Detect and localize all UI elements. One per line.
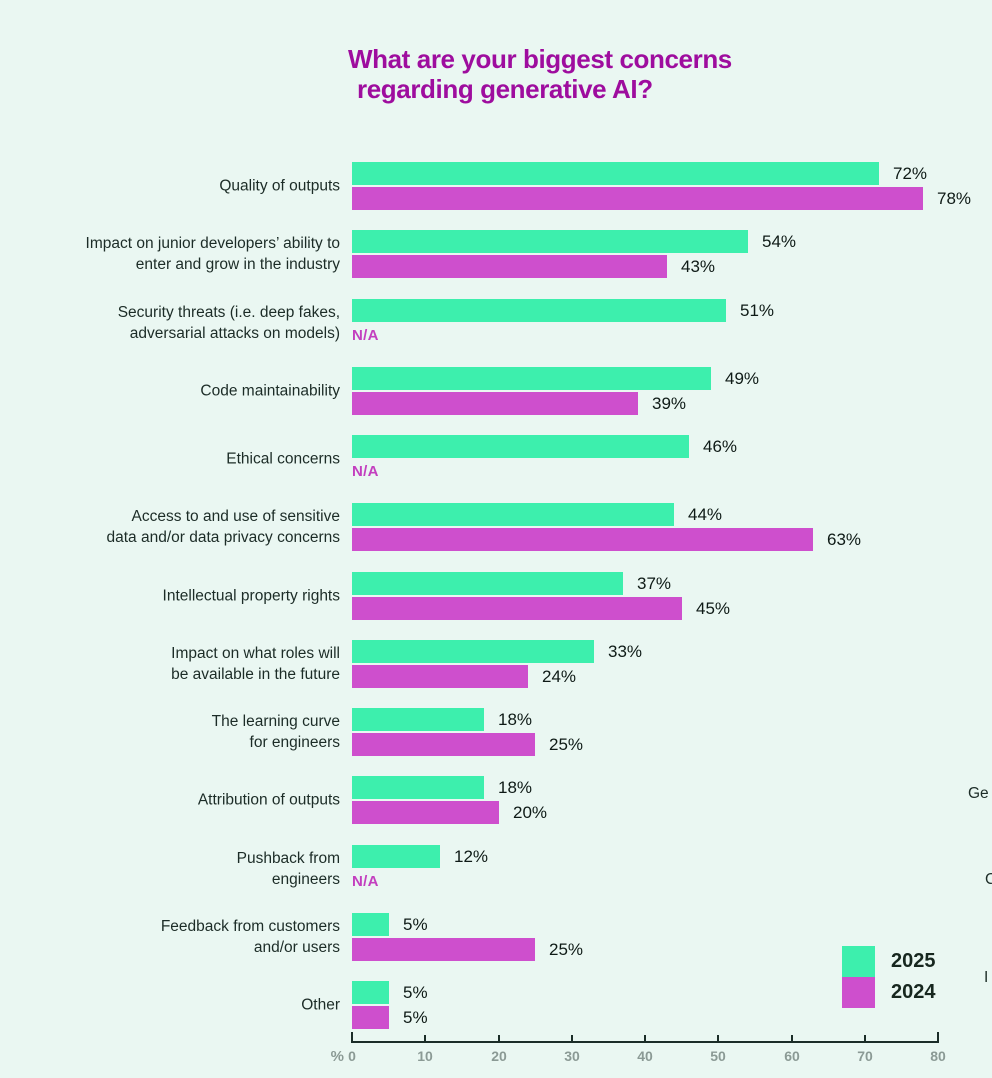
bar-2025 bbox=[352, 708, 484, 731]
value-label-2025: 72% bbox=[893, 164, 928, 183]
value-label-2024: 5% bbox=[403, 1008, 428, 1027]
x-axis-tick bbox=[571, 1035, 573, 1041]
category-label: Other bbox=[301, 996, 340, 1014]
x-axis-tick-label: 50 bbox=[710, 1048, 726, 1064]
category-label: Feedback from customers and/or users bbox=[160, 918, 340, 956]
value-label-2025: 18% bbox=[498, 710, 533, 729]
category-label: Pushback from engineers bbox=[236, 850, 340, 888]
x-axis-tick-label: 40 bbox=[637, 1048, 653, 1064]
bar-2025 bbox=[352, 981, 389, 1004]
x-axis-tick bbox=[351, 1032, 353, 1041]
bar-2025 bbox=[352, 230, 748, 253]
x-axis-tick bbox=[864, 1035, 866, 1041]
legend: 2025 2024 bbox=[842, 946, 992, 1010]
chart-title-line-1: What are your biggest concerns bbox=[348, 44, 732, 74]
x-axis-tick-label: 60 bbox=[784, 1048, 800, 1064]
value-label-2024: 43% bbox=[681, 257, 716, 276]
bar-2025 bbox=[352, 299, 726, 322]
x-axis-tick bbox=[424, 1035, 426, 1041]
value-label-2024: 25% bbox=[549, 940, 584, 959]
na-label-2024: N/A bbox=[352, 873, 379, 890]
x-axis-tick bbox=[498, 1035, 500, 1041]
legend-swatch-2025 bbox=[842, 946, 875, 977]
category-label: Security threats (i.e. deep fakes, adver… bbox=[117, 304, 340, 342]
bar-2024 bbox=[352, 392, 638, 415]
category-label: Quality of outputs bbox=[219, 177, 340, 195]
value-label-2024: 45% bbox=[696, 599, 731, 618]
value-label-2024: 20% bbox=[513, 803, 548, 822]
bar-2024 bbox=[352, 1006, 389, 1029]
x-axis-tick bbox=[644, 1035, 646, 1041]
bar-2025 bbox=[352, 845, 440, 868]
clipped-adjacent-label: Ge bbox=[968, 785, 989, 802]
bar-2025 bbox=[352, 435, 689, 458]
category-label: The learning curve for engineers bbox=[211, 713, 340, 751]
value-label-2025: 44% bbox=[688, 505, 723, 524]
x-axis-tick-label: 10 bbox=[417, 1048, 433, 1064]
value-label-2025: 12% bbox=[454, 847, 489, 866]
value-label-2025: 51% bbox=[740, 301, 775, 320]
category-label: Access to and use of sensitive data and/… bbox=[106, 508, 341, 546]
bar-2025 bbox=[352, 503, 674, 526]
bar-2024 bbox=[352, 528, 813, 551]
bar-2024 bbox=[352, 597, 682, 620]
value-label-2024: 78% bbox=[937, 189, 972, 208]
category-label: Impact on what roles will be available i… bbox=[171, 645, 340, 683]
bar-2024 bbox=[352, 938, 535, 961]
value-label-2025: 49% bbox=[725, 369, 760, 388]
category-label: Impact on junior developers’ ability to … bbox=[85, 235, 340, 273]
category-label: Intellectual property rights bbox=[162, 587, 340, 605]
clipped-adjacent-label: C bbox=[985, 871, 992, 888]
clipped-adjacent-label: I bbox=[984, 969, 989, 986]
bar-2024 bbox=[352, 187, 923, 210]
value-label-2025: 33% bbox=[608, 642, 643, 661]
bar-2024 bbox=[352, 733, 535, 756]
value-label-2025: 37% bbox=[637, 574, 672, 593]
legend-swatch-2024 bbox=[842, 977, 875, 1008]
bar-2025 bbox=[352, 913, 389, 936]
bar-2025 bbox=[352, 776, 484, 799]
category-label: Code maintainability bbox=[200, 382, 340, 400]
na-label-2024: N/A bbox=[352, 463, 379, 480]
value-label-2025: 18% bbox=[498, 778, 533, 797]
x-axis-tick bbox=[937, 1032, 939, 1041]
legend-label-2024: 2024 bbox=[891, 981, 936, 1003]
bar-2025 bbox=[352, 572, 623, 595]
x-axis-tick-label: 70 bbox=[857, 1048, 873, 1064]
category-label: Attribution of outputs bbox=[197, 791, 340, 809]
bar-2025 bbox=[352, 162, 879, 185]
x-axis-line bbox=[351, 1041, 939, 1043]
value-label-2025: 54% bbox=[762, 232, 797, 251]
legend-label-2025: 2025 bbox=[891, 950, 936, 972]
x-axis-unit-label: % bbox=[330, 1048, 344, 1065]
x-axis-tick-label: 0 bbox=[348, 1048, 356, 1064]
x-axis-tick bbox=[717, 1035, 719, 1041]
bar-2024 bbox=[352, 801, 499, 824]
x-axis-tick-label: 80 bbox=[930, 1048, 946, 1064]
x-axis-tick-label: 20 bbox=[491, 1048, 507, 1064]
bar-2025 bbox=[352, 367, 711, 390]
value-label-2024: 63% bbox=[827, 530, 862, 549]
bar-2025 bbox=[352, 640, 594, 663]
x-axis-tick-label: 30 bbox=[564, 1048, 580, 1064]
chart-title-line-2: regarding generative AI? bbox=[357, 74, 653, 104]
value-label-2025: 5% bbox=[403, 983, 428, 1002]
value-label-2024: 25% bbox=[549, 735, 584, 754]
value-label-2025: 46% bbox=[703, 437, 738, 456]
value-label-2025: 5% bbox=[403, 915, 428, 934]
na-label-2024: N/A bbox=[352, 327, 379, 344]
x-axis-tick bbox=[791, 1035, 793, 1041]
value-label-2024: 24% bbox=[542, 667, 577, 686]
category-label: Ethical concerns bbox=[226, 450, 340, 468]
bar-2024 bbox=[352, 665, 528, 688]
bar-2024 bbox=[352, 255, 667, 278]
value-label-2024: 39% bbox=[652, 394, 687, 413]
